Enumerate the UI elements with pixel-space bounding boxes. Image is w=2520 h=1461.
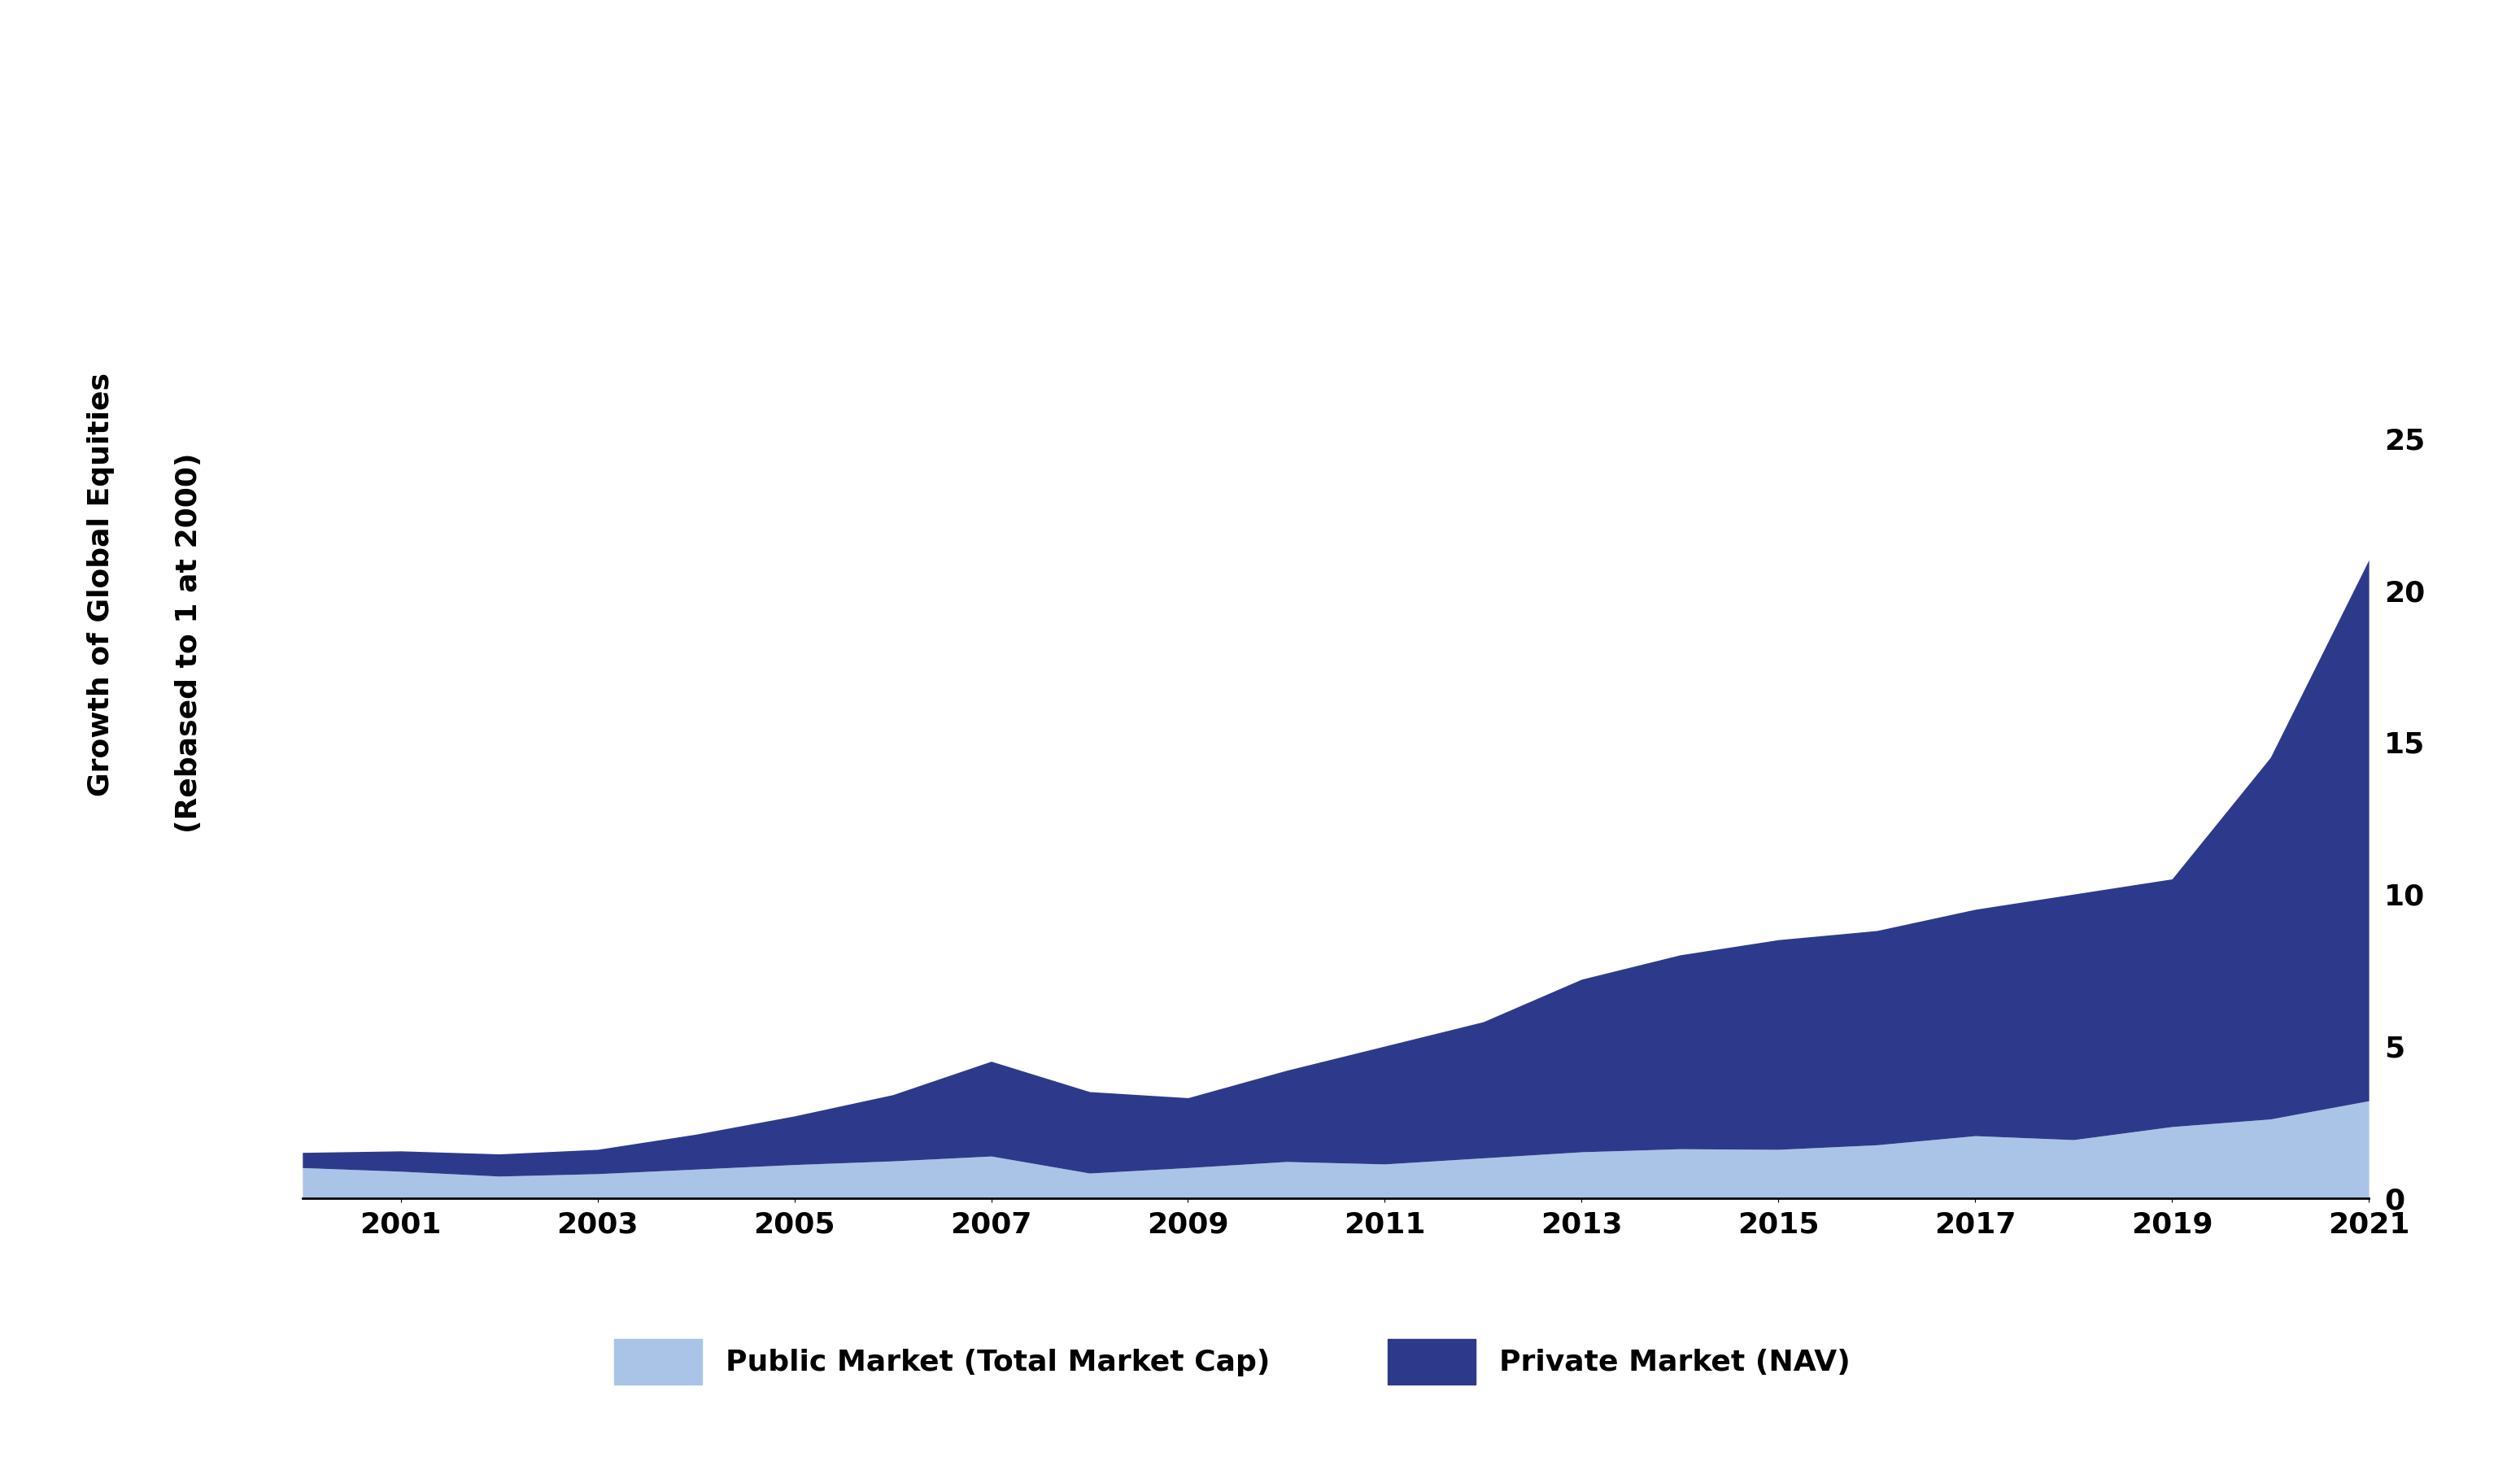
Text: (Rebased to 1 at 2000): (Rebased to 1 at 2000)	[176, 453, 202, 833]
Text: Growth of Global Equities: Growth of Global Equities	[88, 373, 113, 796]
Legend: Public Market (Total Market Cap), Private Market (NAV): Public Market (Total Market Cap), Privat…	[602, 1327, 1862, 1397]
